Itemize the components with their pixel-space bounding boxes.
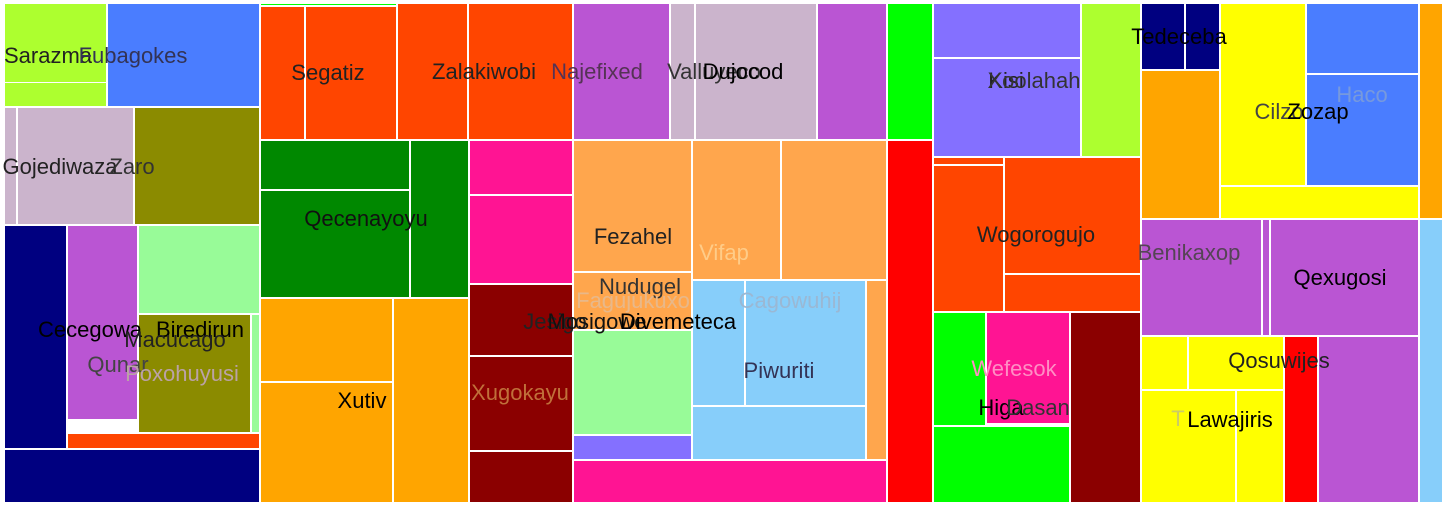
- treemap-tile: [1141, 390, 1236, 503]
- treemap-tile: [1419, 3, 1443, 219]
- treemap-tile: [107, 3, 260, 107]
- treemap-tile: [986, 312, 1070, 424]
- treemap-tile: [1220, 186, 1419, 219]
- treemap-tile: [67, 433, 260, 449]
- treemap-tile: [1236, 390, 1284, 503]
- treemap-tile: [469, 284, 573, 356]
- treemap-tile: [692, 280, 745, 406]
- treemap-tile: [1081, 3, 1141, 157]
- treemap-tile: [887, 140, 933, 503]
- treemap-tile: [260, 6, 305, 140]
- treemap-tile: [1306, 3, 1419, 74]
- treemap-tile: [933, 58, 1081, 157]
- treemap-tile: [817, 3, 887, 140]
- treemap-tile: [573, 435, 692, 460]
- treemap-tile: [573, 140, 692, 272]
- treemap-tile: [4, 107, 17, 225]
- treemap-tile: [1306, 74, 1419, 186]
- treemap-tile: [4, 449, 260, 503]
- treemap-tile: [393, 298, 469, 503]
- treemap-tile: [469, 195, 573, 284]
- treemap-tile: [1262, 219, 1270, 336]
- treemap-tile: [781, 140, 887, 280]
- treemap-tile: [692, 140, 781, 280]
- treemap-tile: [469, 140, 573, 195]
- treemap-tile: [138, 314, 251, 433]
- treemap-tile: [573, 272, 692, 330]
- treemap-tile: [17, 107, 134, 225]
- treemap-tile: [410, 140, 469, 298]
- treemap-tile: [1220, 3, 1306, 186]
- treemap-tile: [866, 280, 887, 460]
- treemap-tile: [1270, 219, 1419, 336]
- treemap-tile: [745, 280, 866, 406]
- treemap-tile: [573, 460, 887, 503]
- treemap-tile: [1141, 3, 1185, 70]
- treemap-tile: [397, 3, 468, 140]
- treemap-tile: [260, 3, 397, 6]
- treemap-tile: [260, 190, 410, 298]
- treemap-tile: [4, 3, 107, 83]
- treemap-tile: [4, 225, 67, 449]
- treemap-tile: [1070, 312, 1141, 503]
- treemap-tile: [469, 451, 573, 503]
- treemap-tile: [1141, 70, 1220, 219]
- treemap-tile: [1004, 157, 1141, 274]
- treemap-tile: [134, 107, 260, 225]
- treemap-tile: [933, 157, 1004, 165]
- treemap-tile: [1284, 336, 1318, 503]
- treemap-tile: [933, 426, 1070, 503]
- treemap-tile: [1141, 219, 1262, 336]
- treemap-tile: [1004, 274, 1141, 312]
- treemap-tile: [1141, 336, 1188, 390]
- treemap-tile: [1185, 3, 1220, 70]
- treemap-tile: [260, 382, 393, 503]
- treemap-tile: [260, 140, 410, 190]
- treemap-tile: [251, 314, 260, 433]
- treemap-tile: [305, 6, 397, 140]
- treemap-tile: [1318, 336, 1419, 503]
- treemap-tile: [933, 312, 986, 426]
- treemap-tile: [670, 3, 695, 140]
- treemap-tile: [887, 3, 933, 140]
- treemap-tile: [468, 3, 573, 140]
- treemap-tile: [933, 3, 1081, 58]
- treemap-tile: [67, 225, 138, 420]
- treemap-tile: [692, 406, 866, 460]
- treemap-tile: [1188, 336, 1284, 390]
- treemap-tile: [138, 225, 260, 314]
- treemap-tile: [933, 165, 1004, 312]
- treemap-tile: [1419, 219, 1443, 503]
- treemap-tile: [260, 298, 393, 382]
- treemap-tile: [695, 3, 817, 140]
- treemap-tile: [573, 3, 670, 140]
- treemap-tile: [573, 330, 692, 435]
- treemap-tile: [469, 356, 573, 451]
